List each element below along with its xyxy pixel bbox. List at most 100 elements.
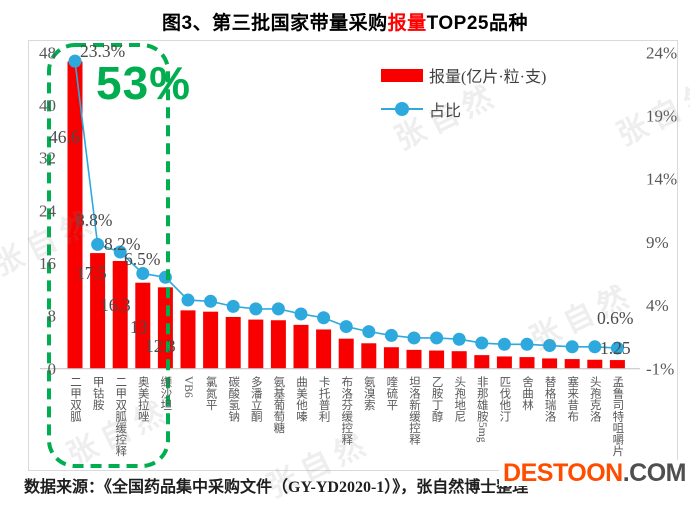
bar (135, 282, 151, 369)
category-label: 头孢地尼 (453, 376, 466, 422)
bar-swatch-icon (381, 68, 423, 82)
data-label: 0.6% (597, 308, 633, 328)
category-label: 匹伐他汀 (498, 376, 511, 422)
site-logo: DESTOON.COM (499, 459, 687, 487)
line-point (610, 341, 624, 355)
category-label: 氨基葡萄糖 (272, 376, 285, 434)
category-label: 卡托普利 (317, 376, 330, 422)
legend-label-share: 占比 (429, 103, 462, 120)
bar (519, 357, 535, 369)
line-swatch-icon (381, 100, 423, 118)
right-axis-tick: 4% (646, 296, 669, 315)
bar (496, 356, 512, 369)
legend-label-volume: 报量(亿片·粒·支) (429, 69, 547, 86)
left-axis-tick: 16 (39, 254, 56, 273)
bar (67, 61, 83, 369)
bar (203, 311, 219, 369)
category-label: 奥美拉唑 (136, 376, 149, 422)
line-point (588, 340, 602, 354)
left-axis-tick: 8 (48, 307, 57, 326)
bar (587, 359, 603, 369)
bar (361, 343, 377, 369)
right-axis-tick: 19% (646, 107, 677, 126)
category-label: 氨溴索 (362, 376, 375, 411)
line-point (317, 311, 331, 325)
category-label: 碳酸氢钠 (227, 376, 240, 422)
line-point (181, 293, 195, 307)
left-axis-tick: 32 (39, 149, 56, 168)
category-label: 塞来昔布 (566, 376, 579, 422)
category-label: 头孢克洛 (588, 376, 601, 422)
category-label: 孟鲁司特咀嚼片 (611, 376, 624, 457)
line-point (91, 237, 105, 251)
category-label: 多潘立酮 (249, 376, 262, 422)
category-label: VB6 (182, 376, 194, 398)
bar (270, 320, 286, 369)
right-axis-tick: 14% (646, 170, 677, 189)
legend-item-share: 占比 (381, 100, 546, 120)
category-label: 二甲双胍缓控释 (114, 376, 127, 457)
source-note: 数据来源：《全国药品集中采购文件（GY-YD2020-1）》，张自然博士整理 (24, 479, 529, 496)
line-point (249, 302, 263, 316)
category-label: 坦洛新缓控释 (408, 376, 420, 445)
bar (157, 287, 173, 369)
category-label: 氯氮平 (204, 376, 217, 411)
chart-title: 图3、第三批国家带量采购报量TOP25品种 (0, 8, 690, 35)
category-label: 非那雄胺5mg (475, 376, 488, 443)
left-axis-tick: 40 (39, 96, 56, 115)
bar (609, 360, 625, 369)
left-axis-tick: 48 (39, 43, 56, 62)
data-label: 17.5 (76, 263, 107, 283)
legend: 报量(亿片·粒·支) 占比 (381, 66, 546, 134)
data-label: 1.25 (600, 338, 631, 358)
category-label: 二甲双胍 (69, 376, 81, 422)
line-point (339, 320, 353, 334)
left-axis-tick: 0 (48, 359, 57, 378)
bar (383, 347, 399, 369)
title-prefix: 图3、第三批国家带量采购 (162, 13, 388, 34)
data-label: 8.2% (104, 234, 140, 254)
data-label: 23.3% (80, 41, 125, 61)
right-axis-tick: 24% (646, 43, 677, 62)
bar (180, 310, 196, 369)
data-label: 46.6 (49, 127, 80, 147)
title-suffix: TOP25品种 (426, 13, 528, 34)
line-point (271, 302, 285, 316)
bar (564, 359, 580, 369)
legend-item-volume: 报量(亿片·粒·支) (381, 66, 547, 86)
category-label: 舍曲林 (521, 376, 533, 411)
chart-frame (28, 40, 678, 471)
data-label: 8.8% (76, 210, 112, 230)
bar (225, 316, 241, 369)
right-axis-tick: 9% (646, 233, 669, 252)
line-point (520, 337, 534, 351)
line-point (362, 325, 376, 339)
line-point (497, 337, 511, 351)
site-logo-name: DESTOON (503, 459, 623, 487)
category-label: 曲美他嗪 (295, 376, 307, 422)
bar (112, 260, 128, 369)
bar (542, 358, 558, 369)
data-label: 6.5% (124, 249, 160, 269)
right-axis-tick: -1% (646, 359, 674, 378)
line-point (294, 307, 308, 321)
line-point (68, 54, 82, 68)
data-label: 12.3 (145, 336, 176, 356)
line-point (475, 336, 489, 350)
line-point (226, 299, 240, 313)
line-point (543, 339, 557, 353)
line-point (430, 331, 444, 345)
site-logo-tld: .COM (622, 459, 687, 487)
line-point (384, 328, 398, 342)
highlight-box (47, 43, 170, 468)
category-label: 乙胺丁醇 (430, 376, 443, 422)
bar (293, 324, 309, 369)
line-point (136, 267, 150, 280)
line-point (565, 340, 579, 354)
line-point (113, 245, 127, 259)
data-label: 13 (130, 317, 148, 337)
category-label: 喹硫平 (385, 376, 398, 411)
bar (248, 319, 264, 369)
